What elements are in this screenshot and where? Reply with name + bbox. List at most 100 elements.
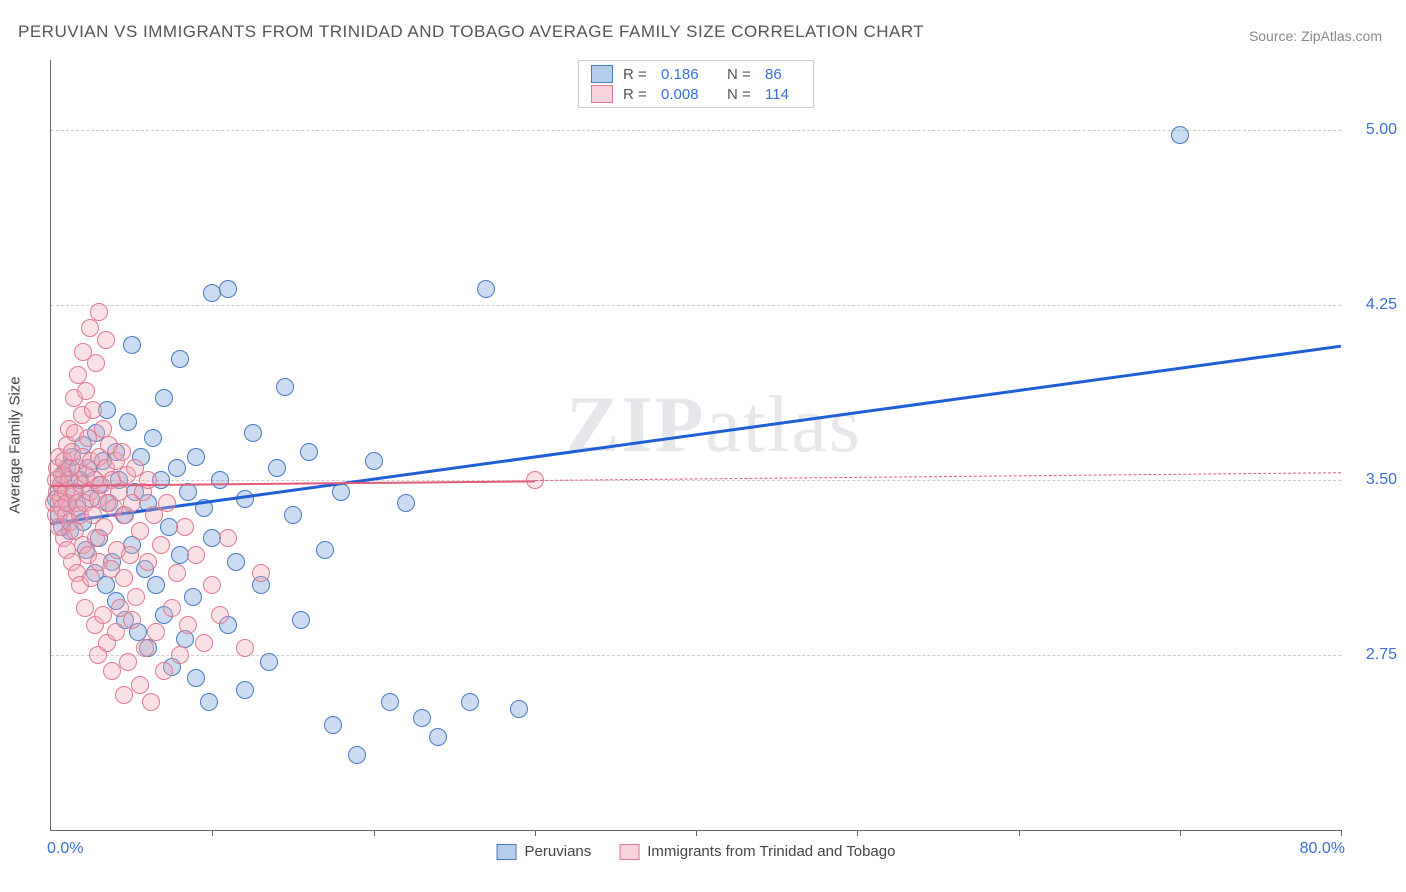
scatter-point-blue: [200, 693, 218, 711]
scatter-point-pink: [131, 522, 149, 540]
scatter-point-blue: [477, 280, 495, 298]
scatter-point-blue: [147, 576, 165, 594]
legend-n-label: N =: [727, 66, 755, 83]
scatter-point-pink: [219, 529, 237, 547]
scatter-point-pink: [107, 623, 125, 641]
scatter-point-pink: [94, 420, 112, 438]
legend-swatch-blue: [497, 844, 517, 860]
scatter-point-blue: [171, 350, 189, 368]
scatter-point-pink: [155, 662, 173, 680]
scatter-point-pink: [82, 569, 100, 587]
scatter-point-blue: [144, 429, 162, 447]
scatter-point-blue: [324, 716, 342, 734]
scatter-point-pink: [87, 354, 105, 372]
source-label: Source: ZipAtlas.com: [1249, 28, 1382, 44]
y-axis-title: Average Family Size: [7, 376, 24, 513]
x-tick: [857, 830, 858, 836]
scatter-point-pink: [176, 518, 194, 536]
legend-r-value-1: 0.186: [661, 66, 717, 83]
x-tick: [374, 830, 375, 836]
scatter-point-pink: [115, 569, 133, 587]
scatter-point-pink: [121, 546, 139, 564]
y-tick-label: 5.00: [1366, 121, 1397, 139]
scatter-point-pink: [84, 401, 102, 419]
scatter-point-blue: [276, 378, 294, 396]
scatter-point-pink: [115, 686, 133, 704]
scatter-point-pink: [127, 588, 145, 606]
scatter-point-pink: [131, 676, 149, 694]
scatter-point-blue: [413, 709, 431, 727]
scatter-point-pink: [81, 319, 99, 337]
scatter-point-pink: [103, 662, 121, 680]
scatter-point-blue: [187, 448, 205, 466]
watermark-rest: atlas: [705, 381, 862, 469]
scatter-point-blue: [316, 541, 334, 559]
series-legend-item-2: Immigrants from Trinidad and Tobago: [619, 843, 895, 860]
stats-legend-row-1: R = 0.186 N = 86: [591, 65, 801, 83]
y-tick-label: 3.50: [1366, 471, 1397, 489]
scatter-point-blue: [365, 452, 383, 470]
watermark-bold: ZIP: [566, 381, 705, 469]
scatter-point-pink: [76, 599, 94, 617]
legend-swatch-blue: [591, 65, 613, 83]
scatter-point-blue: [211, 471, 229, 489]
scatter-point-blue: [268, 459, 286, 477]
scatter-point-pink: [77, 382, 95, 400]
y-tick-label: 4.25: [1366, 296, 1397, 314]
scatter-point-pink: [123, 611, 141, 629]
x-axis-max-label: 80.0%: [1300, 840, 1345, 858]
scatter-point-pink: [147, 623, 165, 641]
scatter-point-pink: [195, 634, 213, 652]
scatter-point-pink: [211, 606, 229, 624]
scatter-point-pink: [90, 303, 108, 321]
stats-legend: R = 0.186 N = 86 R = 0.008 N = 114: [578, 60, 814, 108]
scatter-point-blue: [1171, 126, 1189, 144]
legend-n-value-2: 114: [765, 86, 801, 103]
x-tick: [1019, 830, 1020, 836]
y-tick-label: 2.75: [1366, 646, 1397, 664]
scatter-point-pink: [94, 606, 112, 624]
scatter-point-blue: [510, 700, 528, 718]
stats-legend-row-2: R = 0.008 N = 114: [591, 85, 801, 103]
legend-n-value-1: 86: [765, 66, 801, 83]
chart-title: PERUVIAN VS IMMIGRANTS FROM TRINIDAD AND…: [18, 22, 924, 42]
scatter-point-blue: [461, 693, 479, 711]
gridline: [51, 130, 1341, 131]
scatter-point-pink: [152, 536, 170, 554]
gridline: [51, 480, 1341, 481]
series-label-2: Immigrants from Trinidad and Tobago: [647, 843, 895, 860]
scatter-point-pink: [136, 639, 154, 657]
scatter-point-pink: [171, 646, 189, 664]
scatter-point-pink: [163, 599, 181, 617]
scatter-point-blue: [284, 506, 302, 524]
x-axis-min-label: 0.0%: [47, 840, 83, 858]
scatter-point-pink: [158, 494, 176, 512]
scatter-point-blue: [300, 443, 318, 461]
watermark: ZIPatlas: [566, 380, 862, 471]
scatter-point-blue: [260, 653, 278, 671]
scatter-point-blue: [244, 424, 262, 442]
scatter-point-blue: [429, 728, 447, 746]
scatter-point-pink: [139, 471, 157, 489]
scatter-point-blue: [168, 459, 186, 477]
scatter-point-blue: [348, 746, 366, 764]
series-legend: Peruvians Immigrants from Trinidad and T…: [497, 843, 896, 860]
x-tick: [535, 830, 536, 836]
scatter-point-pink: [113, 443, 131, 461]
legend-r-label: R =: [623, 86, 651, 103]
scatter-point-blue: [123, 336, 141, 354]
legend-swatch-pink: [619, 844, 639, 860]
scatter-point-pink: [95, 518, 113, 536]
scatter-point-blue: [187, 669, 205, 687]
scatter-point-pink: [203, 576, 221, 594]
scatter-point-blue: [219, 280, 237, 298]
scatter-point-pink: [97, 331, 115, 349]
x-tick: [696, 830, 697, 836]
scatter-point-blue: [292, 611, 310, 629]
scatter-point-pink: [252, 564, 270, 582]
scatter-point-pink: [168, 564, 186, 582]
x-tick: [1180, 830, 1181, 836]
scatter-point-pink: [69, 366, 87, 384]
scatter-point-blue: [155, 389, 173, 407]
legend-r-value-2: 0.008: [661, 86, 717, 103]
